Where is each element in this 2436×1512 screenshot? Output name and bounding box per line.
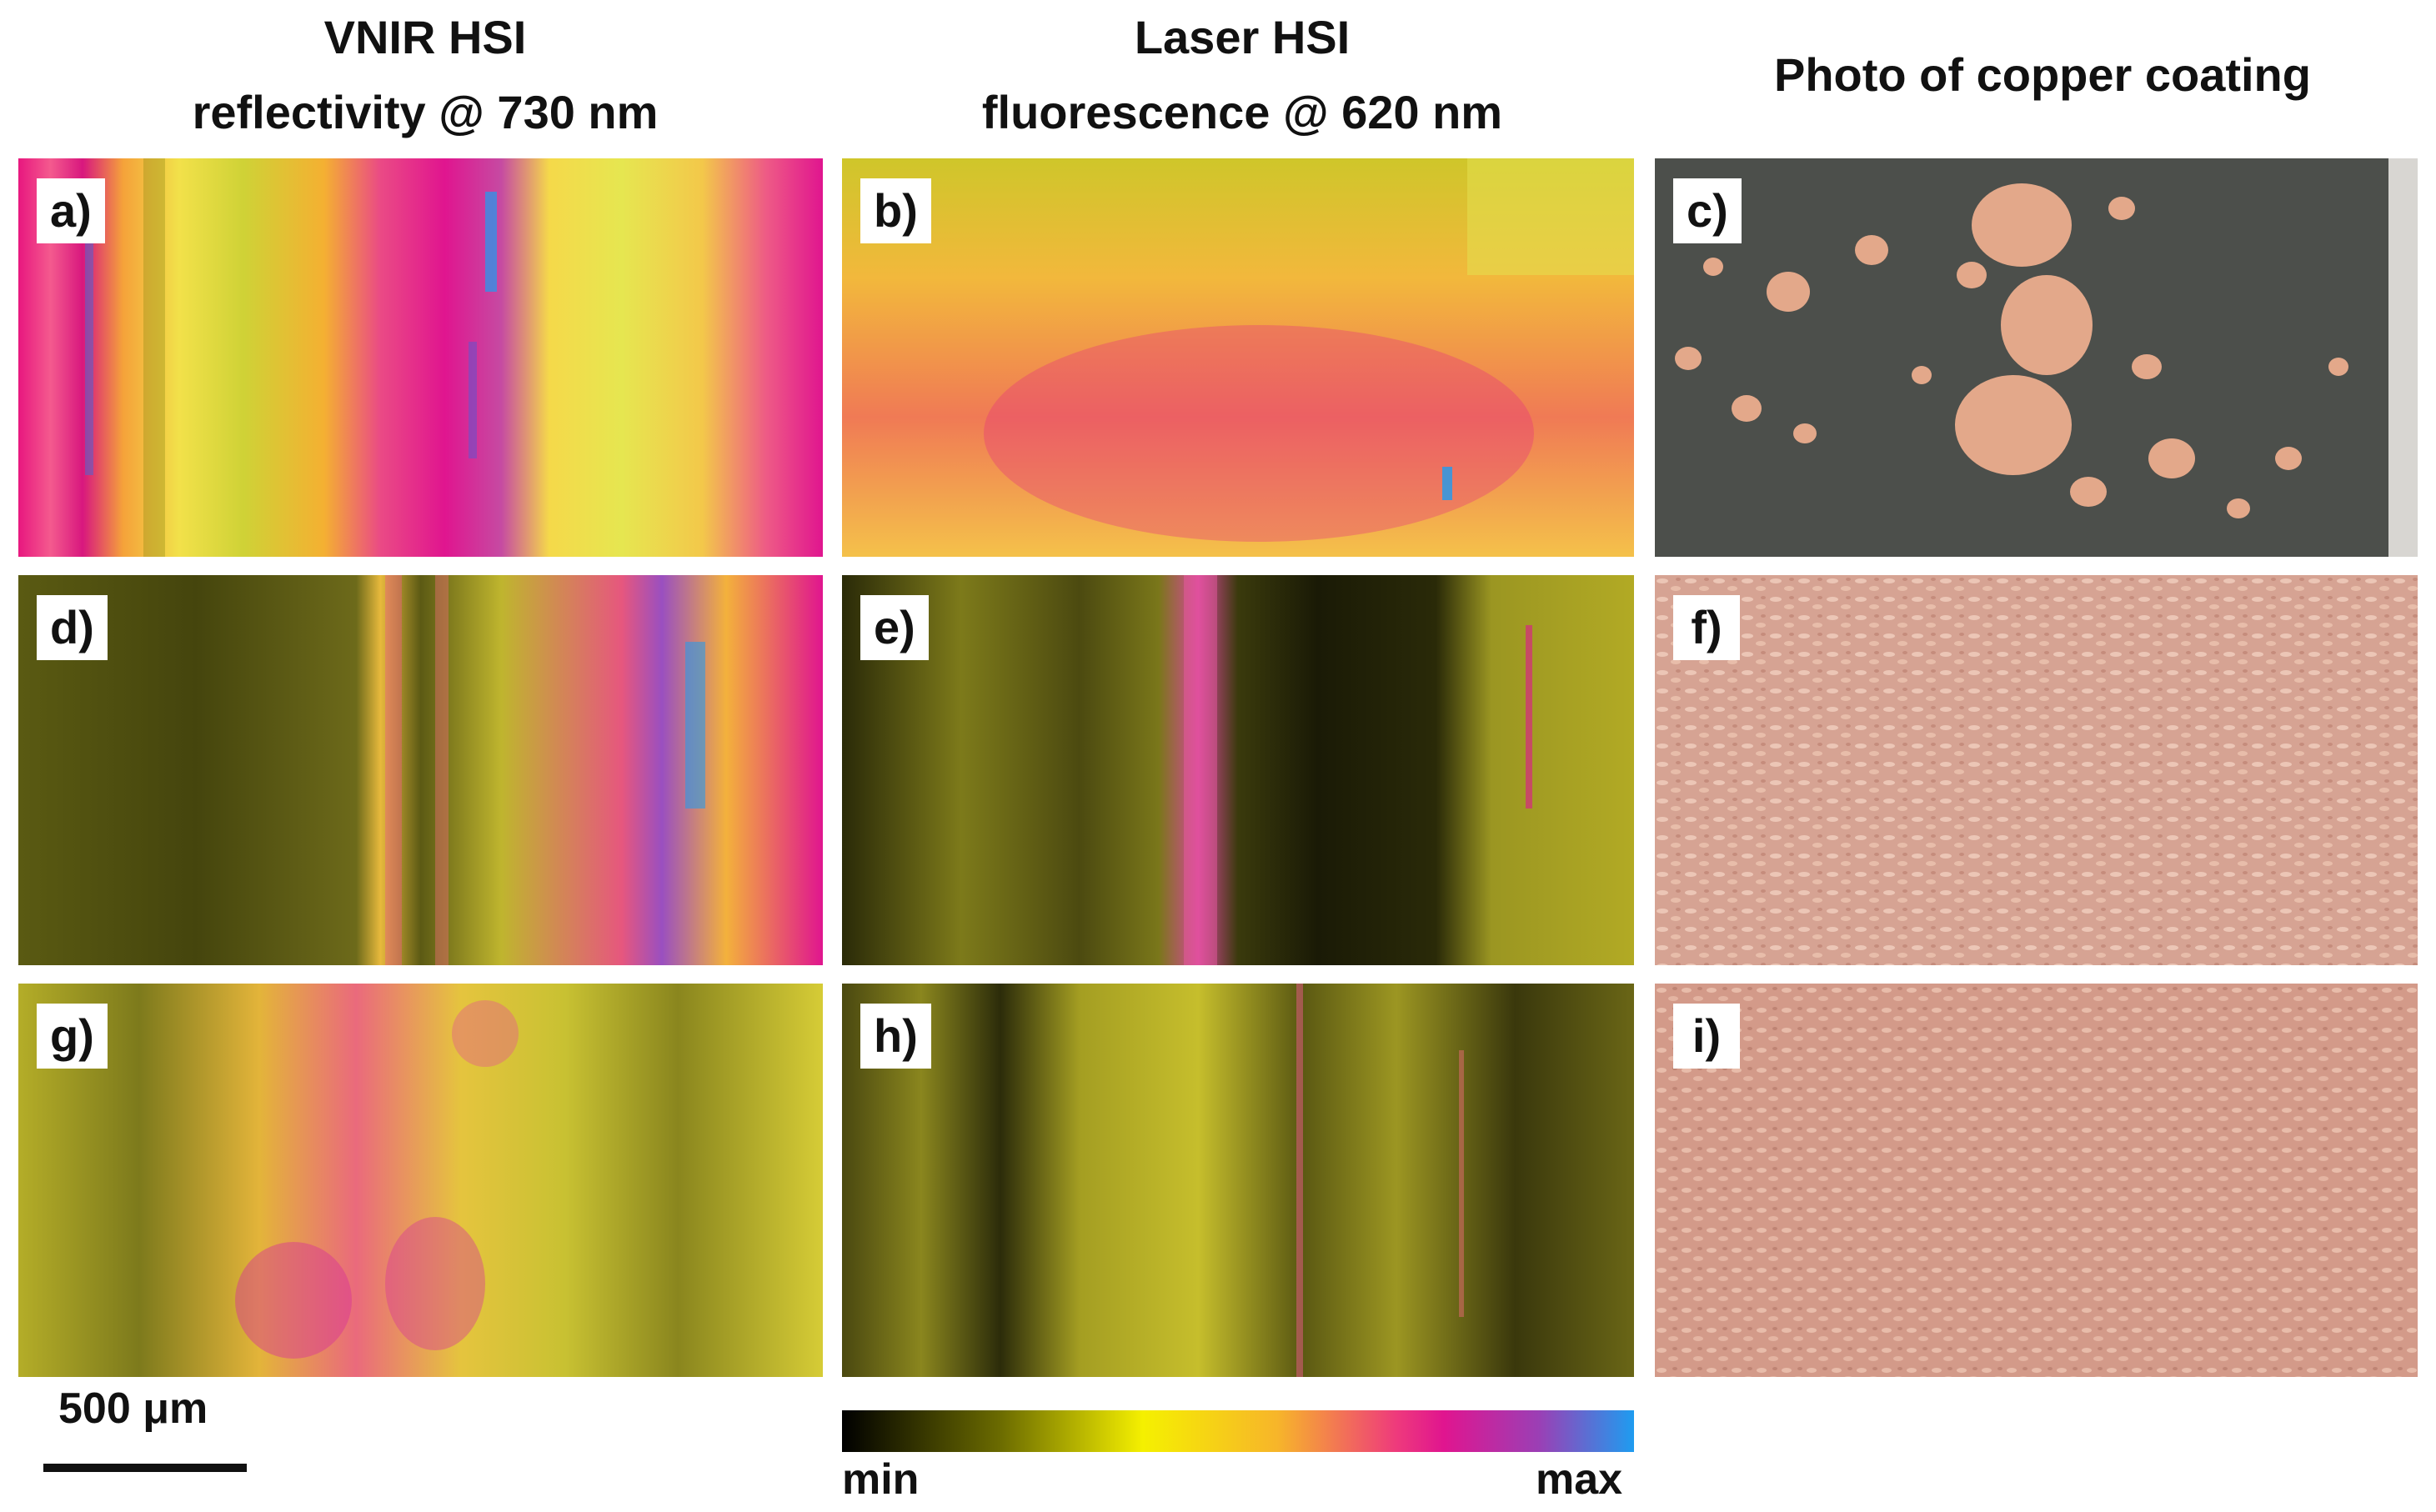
scale-bar-line: [43, 1464, 247, 1472]
panel-label-b: b): [860, 178, 931, 243]
copper-photo-f: [1655, 575, 2418, 965]
vnir-map-d: [18, 575, 823, 965]
vnir-map-a: [18, 158, 823, 557]
laser-map-b: [842, 158, 1634, 557]
copper-photo-c: [1655, 158, 2418, 557]
heading-laser-title: Laser HSI: [1134, 11, 1351, 63]
panel-label-i: i): [1673, 1004, 1740, 1069]
panel-i: i): [1655, 984, 2418, 1377]
laser-map-e: [842, 575, 1634, 965]
panel-label-f: f): [1673, 595, 1740, 660]
heading-laser: Laser HSI fluorescence @ 620 nm: [842, 0, 1642, 150]
heading-photo-title: Photo of copper coating: [1774, 48, 2311, 101]
panel-f: f): [1655, 575, 2418, 965]
vnir-map-g: [18, 984, 823, 1377]
panel-label-a: a): [37, 178, 105, 243]
panel-label-e: e): [860, 595, 929, 660]
heading-photo: Photo of copper coating: [1655, 38, 2430, 113]
laser-map-h: [842, 984, 1634, 1377]
heading-vnir-subtitle: reflectivity @ 730 nm: [192, 86, 659, 138]
panel-b: b): [842, 158, 1634, 557]
panel-e: e): [842, 575, 1634, 965]
panel-label-h: h): [860, 1004, 931, 1069]
heading-vnir: VNIR HSI reflectivity @ 730 nm: [17, 0, 834, 150]
panel-label-d: d): [37, 595, 108, 660]
heading-laser-subtitle: fluorescence @ 620 nm: [981, 86, 1503, 138]
panel-h: h): [842, 984, 1634, 1377]
colorbar: [842, 1410, 1634, 1452]
panel-d: d): [18, 575, 823, 965]
panel-c: c): [1655, 158, 2418, 557]
colorbar-min-label: min: [842, 1455, 920, 1504]
scale-bar-label: 500 μm: [58, 1384, 208, 1433]
panel-label-g: g): [37, 1004, 108, 1069]
colorbar-max-label: max: [1536, 1455, 1623, 1504]
heading-vnir-title: VNIR HSI: [323, 11, 527, 63]
panel-a: a): [18, 158, 823, 557]
panel-g: g): [18, 984, 823, 1377]
copper-photo-i: [1655, 984, 2418, 1377]
panel-label-c: c): [1673, 178, 1742, 243]
